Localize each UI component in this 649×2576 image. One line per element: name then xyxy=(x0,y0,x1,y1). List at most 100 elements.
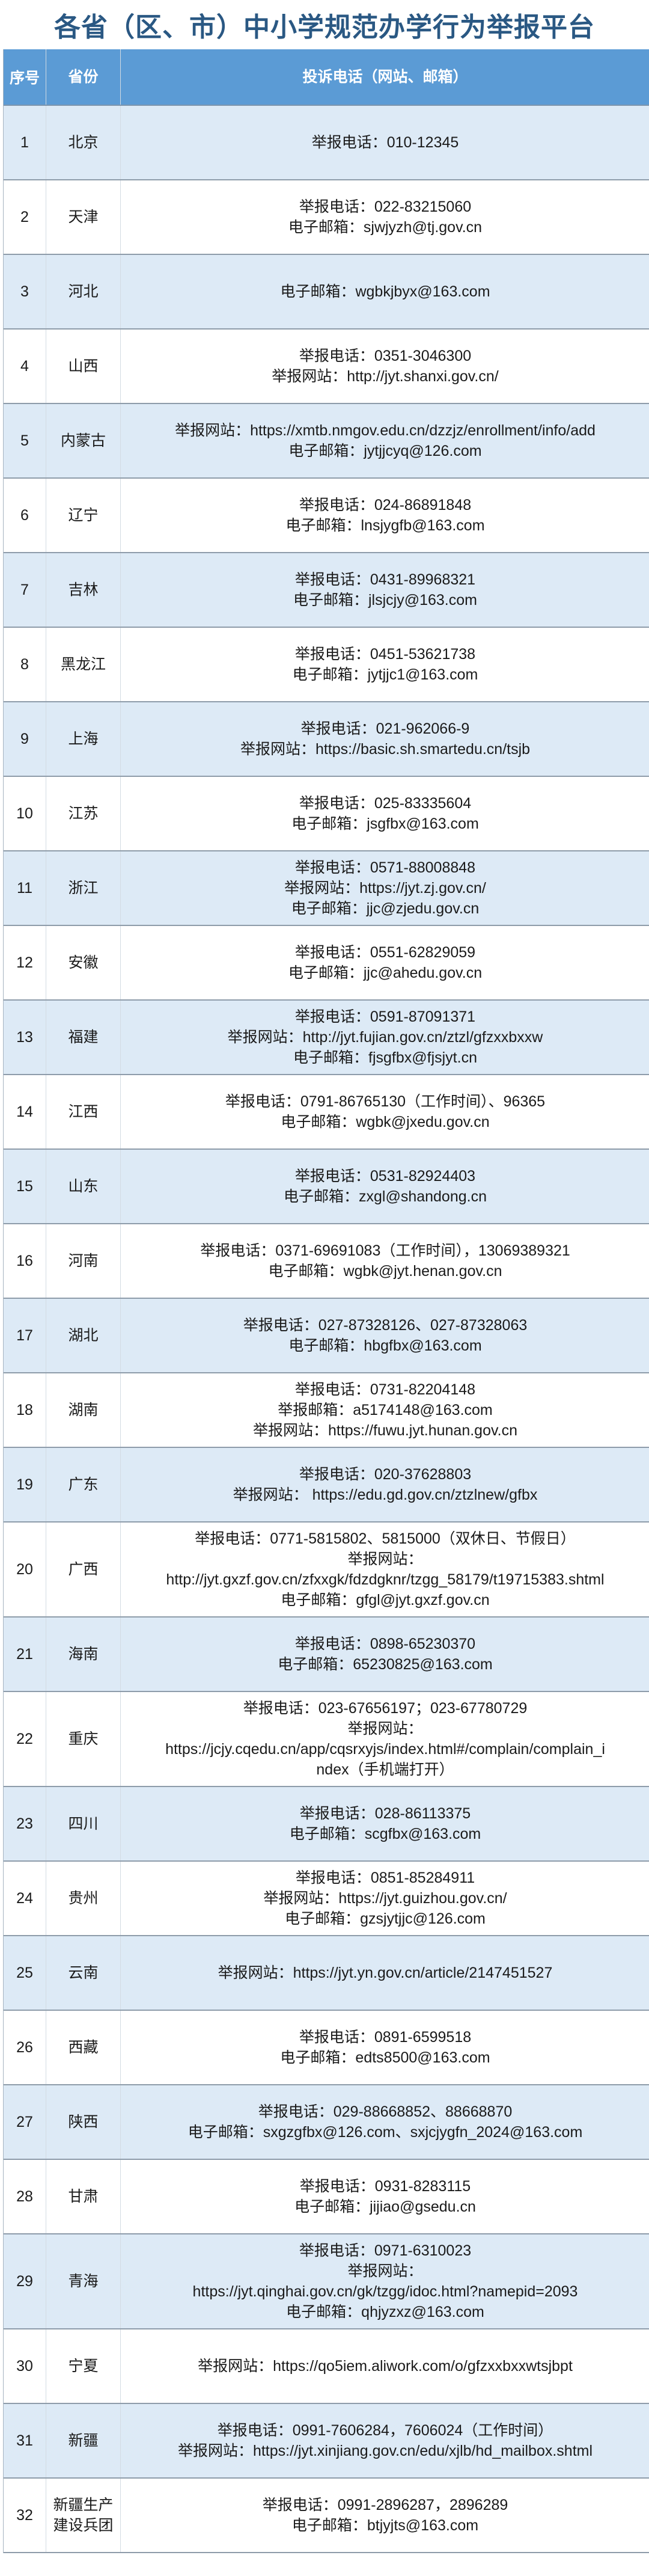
contact-info: 举报电话：0431-89968321 电子邮箱：jlsjcjy@163.com xyxy=(121,553,649,627)
row-number: 26 xyxy=(4,2011,46,2084)
contact-info: 举报电话：020-37628803 举报网站： https://edu.gd.go… xyxy=(121,1448,649,1521)
contact-line: 举报电话：0931-8283115 xyxy=(299,2178,471,2195)
contact-line: 电子邮箱：jsgfbx@163.com xyxy=(291,815,479,832)
contact-info: 举报电话：010-12345 xyxy=(121,106,649,179)
contact-line: 举报电话：0898-65230370 xyxy=(294,1636,476,1652)
table-row: 28 甘肃 举报电话：0931-8283115 电子邮箱：jijiao@gsedu.c… xyxy=(4,2160,649,2234)
contact-line: 电子邮箱：jijiao@gsedu.cn xyxy=(294,2198,476,2215)
row-number: 7 xyxy=(4,553,46,627)
row-number: 14 xyxy=(4,1075,46,1148)
contact-line: 举报网站：https://xmtb.nmgov.edu.cn/dzzjz/enr… xyxy=(175,422,596,439)
contact-line: 电子邮箱：scgfbx@163.com xyxy=(289,1826,481,1842)
row-number: 11 xyxy=(4,851,46,925)
table-row: 6 辽宁 举报电话：024-86891848 电子邮箱：lnsjygfb@163.co… xyxy=(4,479,649,553)
contact-line: 举报电话：0771-5815802、5815000（双休日、节假日） xyxy=(195,1530,576,1547)
contact-line: 电子邮箱：zxgl@shandong.cn xyxy=(283,1188,487,1205)
row-number: 16 xyxy=(4,1224,46,1298)
contact-info: 举报电话：0531-82924403 电子邮箱：zxgl@shandong.cn xyxy=(121,1150,649,1223)
table-row: 31 新疆 举报电话：0991-7606284，7606024（工作时间） 举报网站：… xyxy=(4,2404,649,2479)
contact-line: 举报电话：010-12345 xyxy=(311,134,459,151)
province-name: 重庆 xyxy=(46,1692,121,1786)
province-name: 内蒙古 xyxy=(46,404,121,477)
province-name: 河北 xyxy=(46,255,121,328)
row-number: 5 xyxy=(4,404,46,477)
contact-line: 电子邮箱：hbgfbx@163.com xyxy=(288,1337,482,1354)
contact-line: 电子邮箱：jjc@zjedu.gov.cn xyxy=(291,900,480,917)
table-row: 9 上海 举报电话：021-962066-9 举报网站：https://basic.s… xyxy=(4,702,649,777)
contact-info: 举报电话：028-86113375 电子邮箱：scgfbx@163.com xyxy=(121,1787,649,1860)
contact-info: 举报电话：0791-86765130（工作时间）、96365 电子邮箱：wgbk@… xyxy=(121,1075,649,1148)
contact-info: 举报电话：0971-6310023 举报网站： https://jyt.qingha… xyxy=(121,2234,649,2328)
province-name: 新疆 xyxy=(46,2404,121,2477)
contact-line: http://jyt.gxzf.gov.cn/zfxxgk/fdzdgknr/t… xyxy=(166,1571,605,1588)
province-name: 山西 xyxy=(46,330,121,403)
table-row: 7 吉林 举报电话：0431-89968321 电子邮箱：jlsjcjy@163.co… xyxy=(4,553,649,628)
table-row: 22 重庆 举报电话：023-67656197；023-67780729 举报网站： h… xyxy=(4,1692,649,1787)
contact-line: 电子邮箱：qhjyzxz@163.com xyxy=(286,2304,484,2320)
province-name: 辽宁 xyxy=(46,479,121,552)
contact-line: 举报电话：0731-82204148 xyxy=(294,1381,476,1398)
contact-line: 电子邮箱：jytjjcyq@126.com xyxy=(288,443,482,459)
province-name: 甘肃 xyxy=(46,2160,121,2233)
contact-line: 电子邮箱：edts8500@163.com xyxy=(280,2049,490,2066)
row-number: 20 xyxy=(4,1523,46,1616)
contact-info: 举报电话：0991-7606284，7606024（工作时间） 举报网站：http… xyxy=(121,2404,649,2477)
contact-line: 举报网站：https://jyt.yn.gov.cn/article/21474… xyxy=(218,1964,553,1981)
province-name: 贵州 xyxy=(46,1862,121,1935)
row-number: 30 xyxy=(4,2329,46,2403)
report-platform-table: 序号 省份 投诉电话（网站、邮箱） 1 北京 举报电话：010-12345 2 天津 举报… xyxy=(3,49,649,2553)
row-number: 18 xyxy=(4,1373,46,1447)
province-name: 山东 xyxy=(46,1150,121,1223)
row-number: 12 xyxy=(4,926,46,999)
table-row: 8 黑龙江 举报电话：0451-53621738 电子邮箱：jytjjc1@163.c… xyxy=(4,628,649,702)
contact-info: 举报电话：024-86891848 电子邮箱：lnsjygfb@163.com xyxy=(121,479,649,552)
table-body: 1 北京 举报电话：010-12345 2 天津 举报电话：022-83215060 电子邮… xyxy=(4,106,649,2553)
row-number: 17 xyxy=(4,1299,46,1372)
contact-line: 举报网站：http://jyt.fujian.gov.cn/ztzl/gfzxx… xyxy=(227,1029,543,1046)
contact-line: 举报电话：0551-62829059 xyxy=(294,944,476,961)
contact-line: 电子邮箱：sjwjyzh@tj.gov.cn xyxy=(288,219,483,236)
contact-line: 举报电话：025-83335604 xyxy=(299,795,472,812)
contact-line: 电子邮箱：lnsjygfb@163.com xyxy=(285,517,485,534)
table-row: 2 天津 举报电话：022-83215060 电子邮箱：sjwjyzh@tj.gov.… xyxy=(4,180,649,255)
table-row: 32 新疆生产建设兵团 举报电话：0991-2896287，2896289 电子邮箱：… xyxy=(4,2479,649,2553)
province-name: 吉林 xyxy=(46,553,121,627)
row-number: 22 xyxy=(4,1692,46,1786)
row-number: 1 xyxy=(4,106,46,179)
contact-line: 举报电话：0991-2896287，2896289 xyxy=(262,2497,508,2513)
table-row: 25 云南 举报网站：https://jyt.yn.gov.cn/article/2… xyxy=(4,1936,649,2011)
row-number: 3 xyxy=(4,255,46,328)
province-name: 北京 xyxy=(46,106,121,179)
table-row: 24 贵州 举报电话：0851-85284911 举报网站：https://jyt.g… xyxy=(4,1862,649,1936)
table-row: 23 四川 举报电话：028-86113375 电子邮箱：scgfbx@163.com xyxy=(4,1787,649,1862)
header-no: 序号 xyxy=(4,49,46,105)
row-number: 24 xyxy=(4,1862,46,1935)
row-number: 4 xyxy=(4,330,46,403)
contact-line: 举报电话：0891-6599518 xyxy=(299,2029,472,2046)
contact-info: 举报电话：0451-53621738 电子邮箱：jytjjc1@163.com xyxy=(121,628,649,701)
contact-line: ndex（手机端打开） xyxy=(316,1761,454,1778)
contact-line: 电子邮箱：btjyjts@163.com xyxy=(291,2517,479,2534)
contact-info: 举报电话：0931-8283115 电子邮箱：jijiao@gsedu.cn xyxy=(121,2160,649,2233)
contact-line: 举报电话：0851-85284911 xyxy=(295,1869,475,1886)
table-row: 4 山西 举报电话：0351-3046300 举报网站：http://jyt.shan… xyxy=(4,330,649,404)
table-row: 26 西藏 举报电话：0891-6599518 电子邮箱：edts8500@163.c… xyxy=(4,2011,649,2085)
row-number: 31 xyxy=(4,2404,46,2477)
contact-info: 举报电话：0898-65230370 电子邮箱：65230825@163.com xyxy=(121,1618,649,1691)
row-number: 29 xyxy=(4,2234,46,2328)
contact-info: 举报电话：0551-62829059 电子邮箱：jjc@ahedu.gov.cn xyxy=(121,926,649,999)
contact-line: 电子邮箱：fjsgfbx@fjsjyt.cn xyxy=(293,1049,477,1066)
table-row: 16 河南 举报电话：0371-69691083（工作时间），13069389321… xyxy=(4,1224,649,1299)
table-row: 11 浙江 举报电话：0571-88008848 举报网站：https://jyt.z… xyxy=(4,851,649,926)
table-row: 15 山东 举报电话：0531-82924403 电子邮箱：zxgl@shandong… xyxy=(4,1150,649,1224)
contact-info: 举报电话：0371-69691083（工作时间），13069389321 电子邮箱… xyxy=(121,1224,649,1298)
row-number: 28 xyxy=(4,2160,46,2233)
header-contact: 投诉电话（网站、邮箱） xyxy=(302,69,468,85)
contact-line: 举报电话：021-962066-9 xyxy=(300,720,470,737)
table-row: 17 湖北 举报电话：027-87328126、027-87328063 电子邮箱：h… xyxy=(4,1299,649,1373)
province-name: 陕西 xyxy=(46,2085,121,2159)
contact-line: 电子邮箱：wgbkjbyx@163.com xyxy=(280,283,490,300)
contact-line: 举报网站：https://jyt.xinjiang.gov.cn/edu/xjl… xyxy=(177,2443,593,2459)
contact-info: 举报网站：https://qo5iem.aliwork.com/o/gfzxxb… xyxy=(121,2329,649,2403)
contact-line: https://jyt.qinghai.gov.cn/gk/tzgg/idoc.… xyxy=(192,2283,578,2300)
